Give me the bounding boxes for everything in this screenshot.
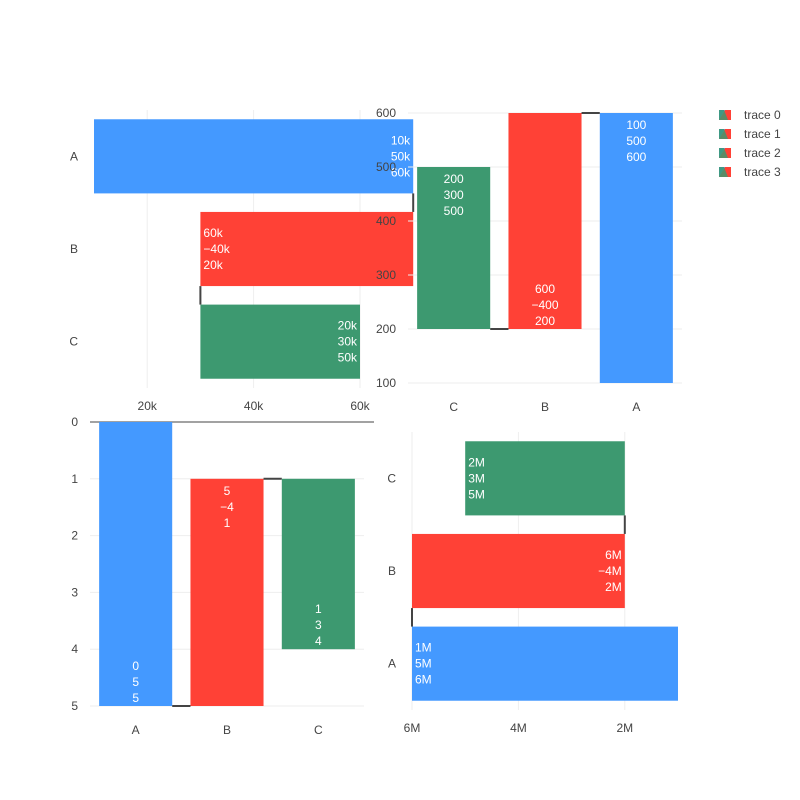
legend-swatch-icon [719, 167, 728, 177]
x-tick-label: 2M [616, 721, 633, 735]
bar-value-label: −4 [220, 500, 234, 514]
bar-value-label: 60k [391, 165, 411, 179]
bar-value-label: 10k [391, 133, 411, 147]
x-tick-label: 20k [138, 399, 158, 413]
waterfall-bar [99, 422, 173, 706]
bar-value-label: −40k [203, 242, 230, 256]
legend: trace 0 trace 1 trace 2 trace 3 [719, 108, 781, 179]
y-tick-label: 200 [376, 322, 396, 336]
waterfall-bar [200, 304, 360, 379]
y-tick-label: 600 [376, 106, 396, 120]
bar-value-label: 1M [415, 641, 432, 655]
bar-value-label: −4M [598, 564, 622, 578]
bar-value-label: 6M [605, 548, 622, 562]
bar-value-label: 5 [132, 675, 139, 689]
y-tick-label: 3 [71, 585, 78, 599]
bar-value-label: 3 [315, 618, 322, 632]
bar-value-label: 4 [315, 634, 322, 648]
legend-item: trace 2 [719, 146, 781, 160]
legend-item: trace 1 [719, 127, 781, 141]
y-tick-label: 4 [71, 642, 78, 656]
x-category-label: C [314, 723, 323, 737]
y-tick-label: 300 [376, 268, 396, 282]
waterfall-bar [200, 211, 414, 287]
waterfall-panel-top-left: 20k 40k 60k A 10k 50k 60k B 60k −40k 20k C 20k 30k 50k [69, 110, 415, 413]
waterfall-bar [281, 478, 355, 650]
y-category-label: B [388, 564, 396, 578]
y-category-label: C [387, 471, 396, 485]
bar-value-label: 20k [203, 258, 223, 272]
bar-value-label: 200 [444, 172, 464, 186]
legend-item: trace 0 [719, 108, 781, 122]
waterfall-bar [599, 113, 673, 383]
waterfall-bar [190, 478, 264, 706]
bar-value-label: 5 [224, 484, 231, 498]
bar-value-label: 2M [605, 580, 622, 594]
y-category-label: A [70, 149, 78, 163]
bar-value-label: 600 [626, 150, 646, 164]
x-category-label: A [132, 723, 140, 737]
bar-value-label: −400 [531, 298, 558, 312]
x-tick-label: 6M [404, 721, 421, 735]
legend-label: trace 1 [744, 127, 781, 141]
legend-item: trace 3 [719, 165, 781, 179]
y-tick-label: 2 [71, 529, 78, 543]
x-category-label: B [541, 400, 549, 414]
legend-swatch-icon [719, 110, 728, 120]
bar-value-label: 30k [338, 335, 358, 349]
legend-label: trace 3 [744, 165, 781, 179]
bar-value-label: 100 [626, 118, 646, 132]
bar-value-label: 5M [468, 487, 485, 501]
bar-value-label: 2M [468, 455, 485, 469]
bar-value-label: 300 [444, 188, 464, 202]
waterfall-bar [508, 113, 582, 329]
waterfall-bar [412, 533, 625, 609]
bar-value-label: 1 [224, 516, 231, 530]
bar-value-label: 1 [315, 602, 322, 616]
waterfall-bar [94, 119, 414, 194]
bar-value-label: 60k [203, 226, 223, 240]
x-tick-label: 4M [510, 721, 527, 735]
x-tick-label: 40k [244, 399, 264, 413]
y-tick-label: 400 [376, 214, 396, 228]
legend-label: trace 0 [744, 108, 781, 122]
bar-value-label: 5 [132, 691, 139, 705]
bar-value-label: 50k [338, 351, 358, 365]
bar-value-label: 5M [415, 657, 432, 671]
legend-label: trace 2 [744, 146, 781, 160]
waterfall-panel-top-right: 100 200 300 400 500 600 A 100 500 600 B 600 −400 200 C… [376, 106, 682, 414]
waterfall-bar [465, 441, 625, 516]
x-category-label: B [223, 723, 231, 737]
legend-swatch-icon [719, 129, 728, 139]
bar-value-label: 3M [468, 471, 485, 485]
y-tick-label: 100 [376, 376, 396, 390]
waterfall-panel-bottom-right: 2M 4M 6M A 1M 5M 6M B 6M −4M 2M C 2M 3M 5M [387, 432, 678, 735]
bar-value-label: 500 [444, 204, 464, 218]
bar-value-label: 0 [132, 659, 139, 673]
y-tick-label: 500 [376, 160, 396, 174]
bar-value-label: 6M [415, 673, 432, 687]
waterfall-panel-bottom-left: 0 1 2 3 4 5 A 0 5 5 B 5 −4 1 C 1 3 4 [71, 415, 374, 737]
y-category-label: C [69, 335, 78, 349]
y-category-label: A [388, 657, 396, 671]
bar-value-label: 200 [535, 314, 555, 328]
y-tick-label: 0 [71, 415, 78, 429]
x-category-label: C [449, 400, 458, 414]
bar-value-label: 50k [391, 149, 411, 163]
y-category-label: B [70, 242, 78, 256]
waterfall-bar [417, 167, 491, 329]
bar-value-label: 600 [535, 282, 555, 296]
legend-swatch-icon [719, 148, 728, 158]
bar-value-label: 500 [626, 134, 646, 148]
x-tick-label: 60k [350, 399, 370, 413]
y-tick-label: 5 [71, 699, 78, 713]
waterfall-bar [412, 626, 678, 701]
y-tick-label: 1 [71, 472, 78, 486]
bar-value-label: 20k [338, 319, 358, 333]
x-category-label: A [632, 400, 640, 414]
